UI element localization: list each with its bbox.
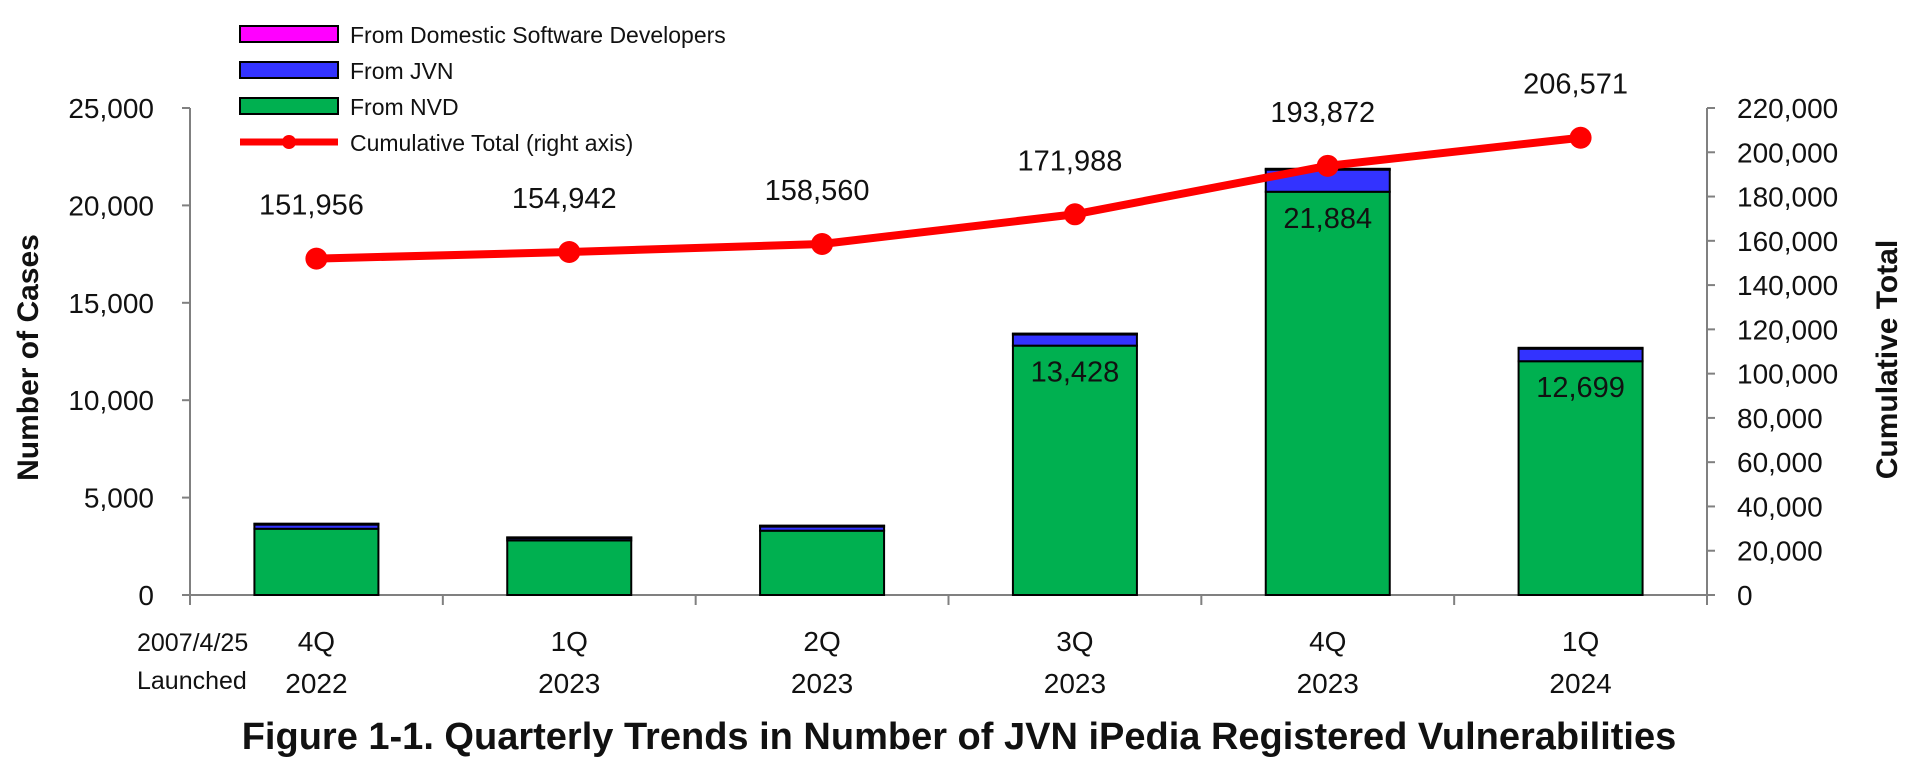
bar-nvd bbox=[759, 529, 886, 596]
y2-tick-label: 120,000 bbox=[1737, 314, 1838, 345]
y2-tick-label: 0 bbox=[1737, 580, 1753, 611]
y-tick-label: 5,000 bbox=[84, 483, 154, 514]
cumulative-label: 154,942 bbox=[512, 183, 617, 215]
launch-date-note: 2007/4/25 bbox=[137, 629, 248, 657]
bar-nvd bbox=[506, 539, 633, 596]
y2-tick-label: 200,000 bbox=[1737, 137, 1838, 168]
cumulative-label: 158,560 bbox=[765, 175, 870, 207]
y2-tick-label: 60,000 bbox=[1737, 447, 1823, 478]
bar-domestic bbox=[506, 536, 633, 540]
cumulative-label: 171,988 bbox=[1018, 145, 1123, 177]
y-axis-title: Number of Cases bbox=[12, 234, 45, 481]
bar-total-label: 21,884 bbox=[1283, 203, 1372, 235]
x-tick-year: 2023 bbox=[538, 668, 600, 699]
cumulative-point bbox=[1316, 154, 1339, 177]
y2-tick-label: 80,000 bbox=[1737, 403, 1823, 434]
bar-nvd bbox=[1011, 344, 1138, 596]
x-tick-year: 2023 bbox=[1297, 668, 1359, 699]
legend-swatch-marker bbox=[282, 135, 296, 149]
y2-tick-label: 220,000 bbox=[1737, 93, 1838, 124]
y2-tick-label: 20,000 bbox=[1737, 536, 1823, 567]
figure-caption: Figure 1-1. Quarterly Trends in Number o… bbox=[241, 716, 1677, 758]
y2-axis-title: Cumulative Total bbox=[1871, 240, 1904, 479]
x-tick-year: 2022 bbox=[285, 668, 347, 699]
bar-domestic bbox=[1011, 332, 1138, 336]
x-tick-year: 2023 bbox=[791, 668, 853, 699]
bar-total-label: 12,699 bbox=[1536, 372, 1625, 404]
bar-domestic bbox=[1517, 346, 1644, 350]
legend-label: From NVD bbox=[350, 94, 459, 120]
cumulative-label: 193,872 bbox=[1270, 97, 1375, 129]
cumulative-point bbox=[811, 233, 834, 256]
x-tick-quarter: 3Q bbox=[1056, 626, 1093, 657]
x-tick-year: 2024 bbox=[1549, 668, 1611, 699]
chart-canvas: 0 5,000 10,000 15,000 20,000 25,000 0 20,000 40,… bbox=[12, 22, 1904, 699]
bar-nvd bbox=[1264, 190, 1391, 596]
legend-label: Cumulative Total (right axis) bbox=[350, 130, 633, 156]
legend-label: From JVN bbox=[350, 58, 454, 84]
y-tick-label: 10,000 bbox=[68, 385, 154, 416]
legend-label: From Domestic Software Developers bbox=[350, 22, 726, 48]
bar-jvn bbox=[1011, 332, 1138, 347]
y2-tick-label: 100,000 bbox=[1737, 359, 1838, 390]
y2-tick-label: 140,000 bbox=[1737, 270, 1838, 301]
bar-domestic bbox=[253, 522, 380, 526]
y-tick-label: 25,000 bbox=[68, 93, 154, 124]
cumulative-label: 206,571 bbox=[1523, 69, 1628, 101]
cumulative-point bbox=[1569, 126, 1592, 149]
x-tick-quarter: 1Q bbox=[1562, 626, 1599, 657]
x-tick-quarter: 4Q bbox=[1309, 626, 1346, 657]
bar-nvd bbox=[253, 527, 380, 597]
cumulative-point bbox=[305, 247, 328, 270]
y2-tick-label: 180,000 bbox=[1737, 182, 1838, 213]
legend-swatch-jvn bbox=[239, 61, 339, 79]
cumulative-point bbox=[558, 241, 581, 264]
y-tick-label: 15,000 bbox=[68, 288, 154, 319]
bar-domestic bbox=[759, 524, 886, 528]
y-tick-label: 0 bbox=[138, 580, 154, 611]
y2-tick-label: 40,000 bbox=[1737, 491, 1823, 522]
x-tick-quarter: 4Q bbox=[298, 626, 335, 657]
bar-total-label: 13,428 bbox=[1031, 357, 1120, 389]
legend-swatch-domestic bbox=[239, 25, 339, 43]
y-tick-label: 20,000 bbox=[68, 190, 154, 221]
y2-tick-label: 160,000 bbox=[1737, 226, 1838, 257]
x-tick-year: 2023 bbox=[1044, 668, 1106, 699]
bar-jvn bbox=[1517, 347, 1644, 363]
launch-note: Launched bbox=[137, 667, 247, 695]
cumulative-label: 151,956 bbox=[259, 190, 364, 222]
x-tick-quarter: 1Q bbox=[551, 626, 588, 657]
legend-swatch-nvd bbox=[239, 97, 339, 115]
x-tick-quarter: 2Q bbox=[803, 626, 840, 657]
cumulative-line bbox=[316, 133, 1582, 263]
cumulative-point bbox=[1063, 203, 1086, 226]
